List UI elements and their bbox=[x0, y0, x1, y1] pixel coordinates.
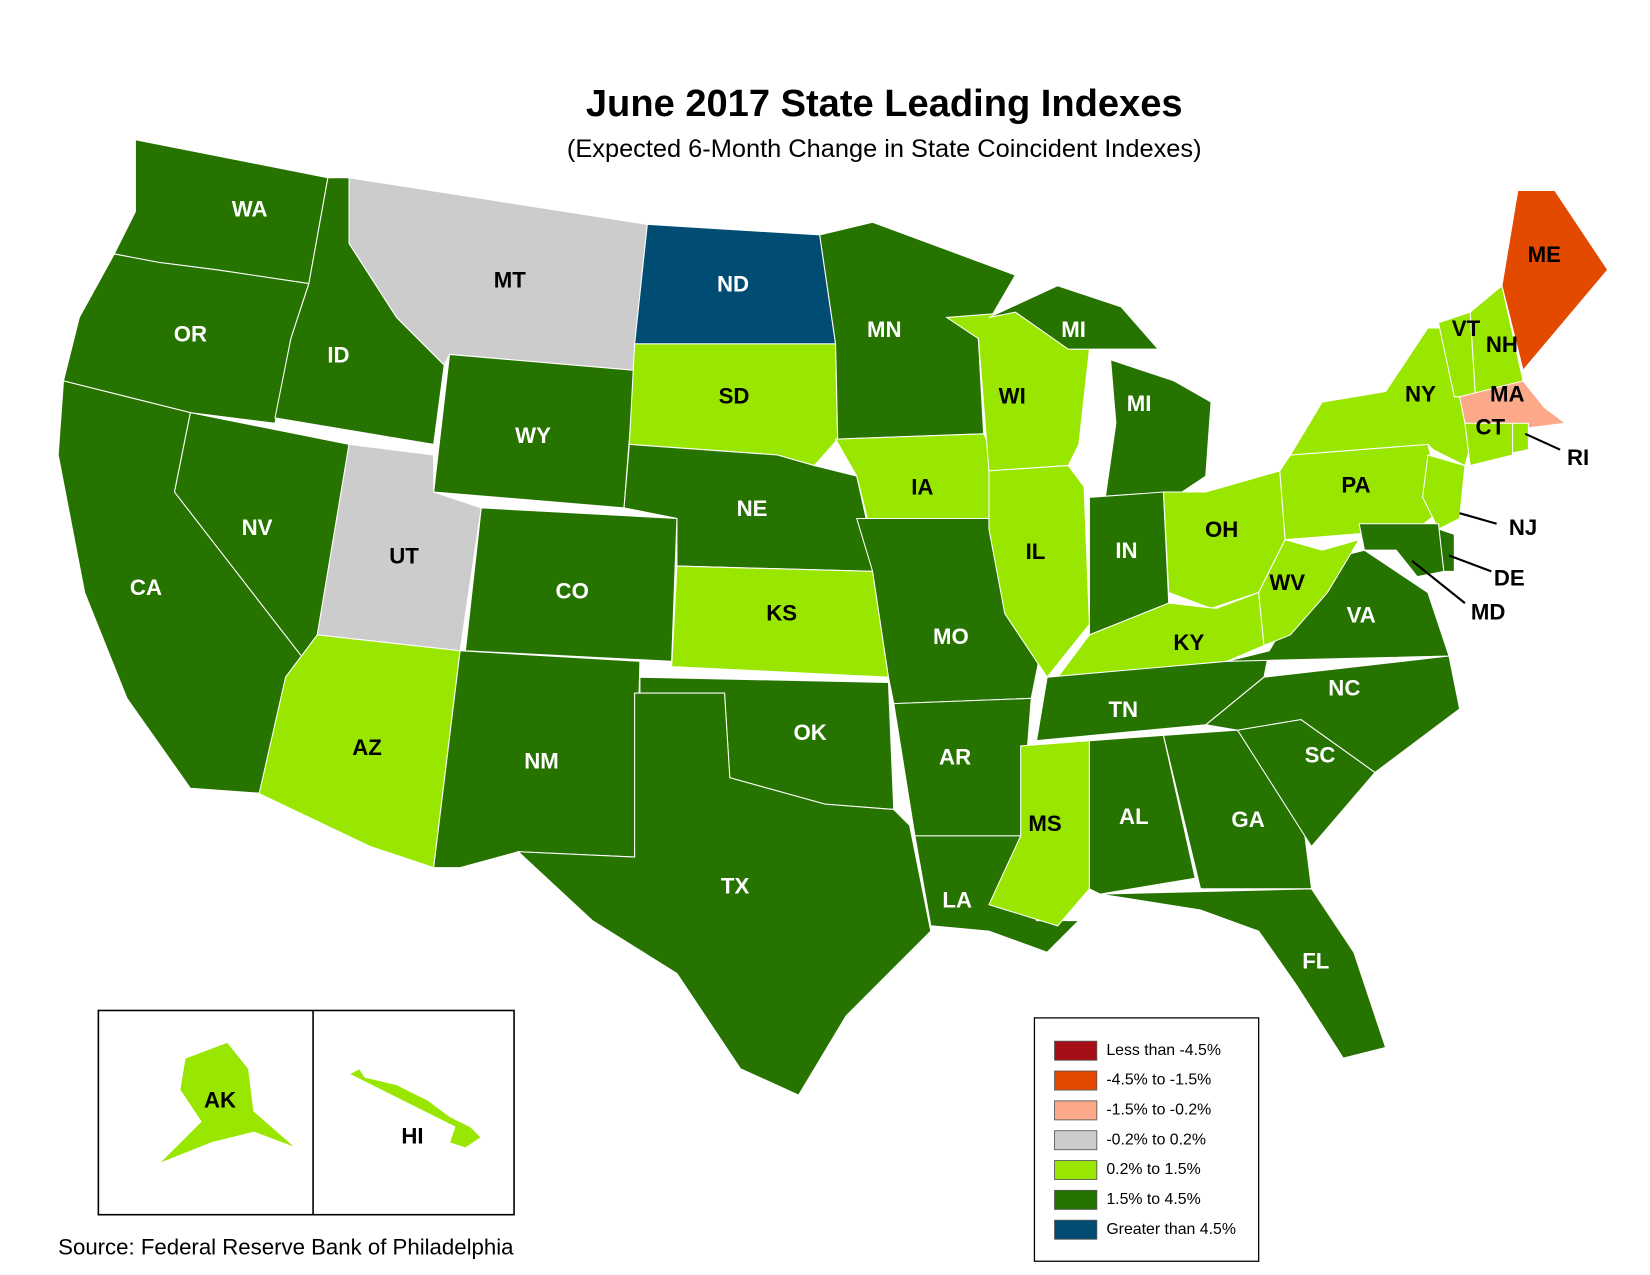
legend-swatch bbox=[1054, 1160, 1098, 1180]
legend-label: 0.2% to 1.5% bbox=[1106, 1161, 1200, 1178]
state-label: KY bbox=[1173, 630, 1204, 655]
state-label: TX bbox=[721, 874, 750, 899]
state-label: MN bbox=[867, 317, 902, 342]
state-label: NY bbox=[1405, 382, 1436, 407]
legend-label: Less than -4.5% bbox=[1106, 1042, 1221, 1059]
state-label: IL bbox=[1026, 539, 1046, 564]
state-label: NE bbox=[737, 496, 768, 521]
state-shape bbox=[1258, 538, 1361, 647]
state-label: SC bbox=[1305, 742, 1336, 767]
state-label: PA bbox=[1341, 473, 1370, 498]
leader-line bbox=[1448, 554, 1492, 573]
state-label: VT bbox=[1452, 316, 1481, 341]
state-label: AK bbox=[204, 1087, 236, 1112]
legend-label: -4.5% to -1.5% bbox=[1106, 1072, 1211, 1089]
state-label: OH bbox=[1205, 517, 1238, 542]
state-shape bbox=[347, 1067, 483, 1149]
state-label: FL bbox=[1302, 949, 1329, 974]
map-layer: June 2017 State Leading Indexes (Expecte… bbox=[57, 83, 1609, 1262]
state-label: AZ bbox=[352, 735, 382, 760]
legend-label: 1.5% to 4.5% bbox=[1106, 1191, 1200, 1208]
state-label: IA bbox=[911, 475, 933, 500]
legend-swatch bbox=[1054, 1100, 1098, 1121]
state-shape bbox=[1422, 454, 1466, 530]
leader-line bbox=[1459, 512, 1497, 525]
state-shape bbox=[988, 285, 1160, 350]
state-label: CO bbox=[556, 578, 589, 603]
state-label: NJ bbox=[1509, 515, 1537, 540]
state-shape bbox=[819, 221, 1017, 440]
state-label: LA bbox=[942, 887, 972, 912]
state-label: RI bbox=[1567, 445, 1589, 470]
state-shape bbox=[1162, 729, 1313, 890]
legend-swatch bbox=[1054, 1040, 1098, 1061]
state-label: ID bbox=[327, 342, 349, 367]
state-shape bbox=[516, 692, 932, 1096]
state-label: OK bbox=[794, 720, 827, 745]
state-label: HI bbox=[401, 1123, 423, 1148]
state-label: WY bbox=[515, 423, 551, 448]
state-label: ND bbox=[717, 272, 749, 297]
title: June 2017 State Leading Indexes bbox=[586, 83, 1183, 125]
state-label: MI bbox=[1127, 391, 1152, 416]
state-shape bbox=[1358, 523, 1445, 578]
state-label: UT bbox=[389, 543, 419, 568]
state-label: ME bbox=[1528, 242, 1561, 267]
state-shape bbox=[1099, 888, 1387, 1059]
leader-line bbox=[1411, 559, 1466, 604]
state-label: WV bbox=[1269, 570, 1305, 595]
state-label: MI bbox=[1061, 317, 1086, 342]
state-label: AL bbox=[1119, 804, 1149, 829]
state-label: NH bbox=[1486, 332, 1518, 357]
state-shape bbox=[1088, 734, 1196, 895]
legend-label: Greater than 4.5% bbox=[1106, 1221, 1236, 1238]
state-label: GA bbox=[1231, 807, 1264, 832]
legend-label: -1.5% to -0.2% bbox=[1106, 1102, 1211, 1119]
state-shape bbox=[1204, 655, 1461, 774]
legend: Less than -4.5% -4.5% to -1.5% -1.5% to -0… bbox=[1054, 1040, 1236, 1240]
legend-swatch bbox=[1054, 1070, 1098, 1091]
state-label: NC bbox=[1328, 676, 1360, 701]
state-label: VA bbox=[1347, 603, 1376, 628]
state-label: WI bbox=[999, 384, 1026, 409]
leader-line bbox=[1524, 432, 1561, 451]
state-label: KS bbox=[766, 601, 797, 626]
state-label: OR bbox=[174, 321, 207, 346]
state-label: CA bbox=[130, 575, 162, 600]
state-shape bbox=[1104, 358, 1212, 498]
state-label: MT bbox=[494, 267, 526, 292]
state-label: DE bbox=[1494, 566, 1525, 591]
state-label: SD bbox=[719, 384, 750, 409]
state-label: TN bbox=[1108, 697, 1138, 722]
legend-swatch bbox=[1054, 1130, 1098, 1151]
inset-frame bbox=[97, 1009, 515, 1216]
legend-swatch bbox=[1054, 1189, 1098, 1210]
state-label: CT bbox=[1475, 414, 1505, 439]
state-shape bbox=[988, 465, 1090, 679]
state-shape bbox=[1501, 189, 1609, 372]
state-shape bbox=[158, 1041, 297, 1165]
state-shape bbox=[1464, 422, 1514, 467]
states bbox=[57, 139, 1609, 1165]
state-label: NV bbox=[242, 515, 273, 540]
state-label: MD bbox=[1471, 600, 1506, 625]
source: Source: Federal Reserve Bank of Philadel… bbox=[58, 1234, 514, 1259]
state-label: MA bbox=[1490, 382, 1525, 407]
state-labels: WA OR ID MT WY ND SD NE CA NV UT CO AZ NM KS OK TX MN IA MO… bbox=[130, 196, 1589, 1148]
leader-lines bbox=[1411, 432, 1561, 604]
subtitle: (Expected 6-Month Change in State Coinci… bbox=[567, 135, 1202, 163]
state-shape bbox=[1511, 422, 1529, 454]
state-label: MS bbox=[1028, 811, 1061, 836]
state-label: WA bbox=[232, 196, 268, 221]
state-label: AR bbox=[939, 745, 971, 770]
state-label: NM bbox=[524, 749, 559, 774]
legend-swatch bbox=[1054, 1219, 1098, 1240]
state-label: IN bbox=[1115, 538, 1137, 563]
legend-label: -0.2% to 0.2% bbox=[1106, 1131, 1206, 1148]
state-label: MO bbox=[933, 624, 969, 649]
